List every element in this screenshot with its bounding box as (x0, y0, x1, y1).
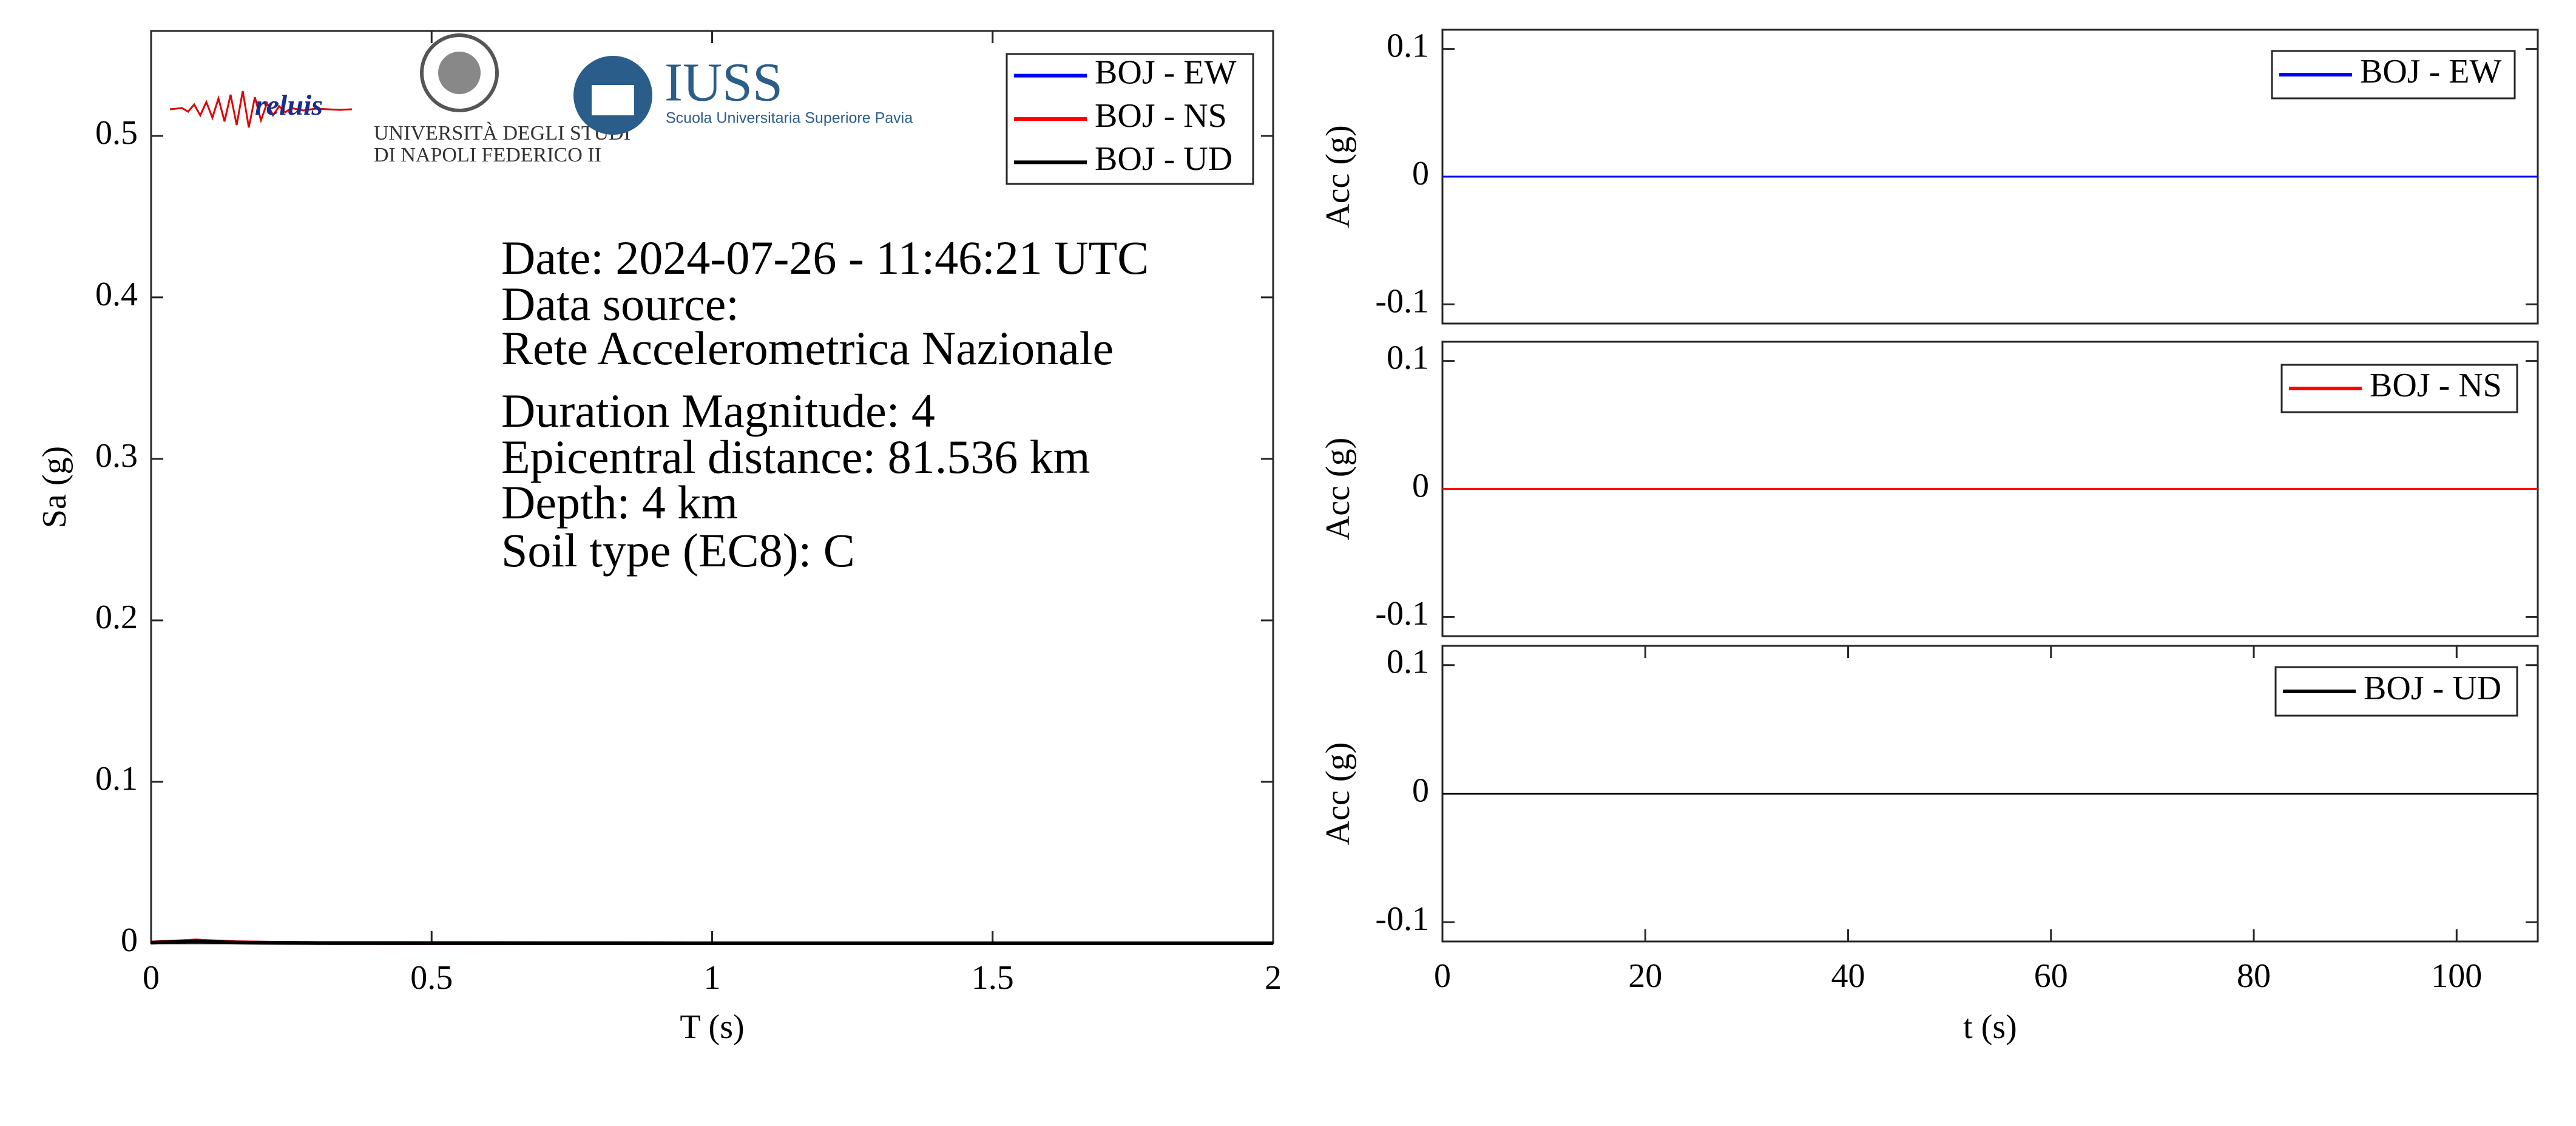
x-tick-label: 0 (143, 959, 160, 997)
legend-label: BOJ - UD (1095, 140, 1232, 178)
x-tick-label: 40 (1831, 957, 1865, 995)
y-tick-label: 0.1 (1387, 339, 1429, 376)
annotation: Soil type (EC8): C (501, 524, 855, 577)
y-tick-label: 0 (1412, 155, 1429, 192)
y-tick-label: 0 (1412, 467, 1429, 504)
x-tick-label: 0.5 (410, 959, 453, 997)
y-tick-label: -0.1 (1375, 595, 1429, 633)
seal-logo (592, 85, 634, 115)
annotation: Data source: (501, 277, 739, 330)
y-tick-label: 0.1 (1387, 27, 1429, 64)
x-tick-label: 1.5 (972, 959, 1014, 997)
x-tick-label: 100 (2431, 957, 2482, 995)
y-tick-label: 0 (121, 921, 138, 959)
y-axis-label: Acc (g) (1319, 438, 1357, 540)
y-tick-label: 0.5 (95, 114, 138, 152)
y-tick-label: 0.1 (1387, 643, 1429, 681)
y-axis-label: Sa (g) (36, 446, 73, 528)
logo-text: IUSS (664, 53, 783, 113)
y-tick-label: 0.3 (95, 437, 138, 475)
legend-label: BOJ - UD (2364, 670, 2501, 707)
annotation: Epicentral distance: 81.536 km (501, 430, 1090, 483)
y-tick-label: -0.1 (1375, 900, 1429, 938)
logos: reluis UNIVERSITÀ DEGLI STUDI DI NAPOLI … (169, 33, 913, 166)
y-axis-label: Acc (g) (1319, 125, 1357, 228)
x-tick-label: 80 (2237, 957, 2271, 995)
x-axis-label: t (s) (1963, 1008, 2017, 1046)
data-line (150, 939, 1273, 945)
annotation: Rete Accelerometrica Nazionale (501, 322, 1114, 375)
legend-label: BOJ - NS (2370, 367, 2502, 404)
x-tick-label: 60 (2034, 957, 2068, 995)
x-axis-label: T (s) (680, 1008, 744, 1046)
legend-label: BOJ - NS (1095, 97, 1227, 135)
logo-text: DI NAPOLI FEDERICO II (374, 144, 601, 166)
legend-label: BOJ - EW (2360, 53, 2501, 90)
y-tick-label: 0 (1412, 772, 1429, 809)
y-axis-label: Acc (g) (1319, 742, 1357, 845)
seismogram-logo (169, 90, 353, 128)
x-tick-label: 2 (1265, 959, 1282, 997)
y-tick-label: 0.4 (95, 276, 138, 313)
seal-logo (438, 52, 481, 94)
x-tick-label: 0 (1434, 957, 1451, 995)
legend-label: BOJ - EW (1095, 54, 1236, 92)
annotation: Depth: 4 km (501, 476, 738, 529)
annotation: Date: 2024-07-26 - 11:46:21 UTC (501, 231, 1149, 284)
y-tick-label: -0.1 (1375, 282, 1429, 320)
annotation: Duration Magnitude: 4 (501, 384, 935, 437)
seal-logo (420, 33, 499, 112)
x-tick-label: 1 (704, 959, 721, 997)
y-tick-label: 0.1 (95, 760, 138, 798)
logo-text: reluis (255, 89, 323, 121)
y-tick-label: 0.2 (95, 599, 138, 636)
logo-text: Scuola Universitaria Superiore Pavia (666, 110, 913, 127)
x-tick-label: 20 (1628, 957, 1662, 995)
